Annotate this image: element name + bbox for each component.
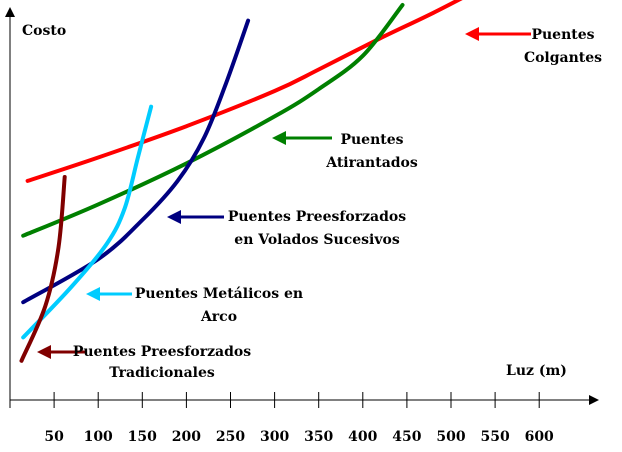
series-label-line: Colgantes xyxy=(524,50,602,66)
callout-metalicos-arco: Puentes Metálicos en Arco xyxy=(86,286,303,325)
series-label-line: Puentes xyxy=(340,132,403,148)
axes xyxy=(4,7,599,408)
callout-group: PuentesColgantesPuentesAtirantadosPuente… xyxy=(37,27,602,381)
callout-colgantes: Puentes Colgantes xyxy=(465,27,602,66)
series-line-metalicos-arco xyxy=(21,104,154,340)
x-tick-labels: 50 100 150 200 250 300 350 400 450 500 550 600 xyxy=(44,429,554,445)
callout-arrow-head xyxy=(86,287,100,301)
series-line-atirantados xyxy=(21,3,405,238)
y-axis-label: Costo xyxy=(22,23,66,39)
x-tick-label: 500 xyxy=(436,429,465,445)
series-label-line: Puentes Preesforzados xyxy=(228,209,406,225)
callout-arrow-head xyxy=(272,131,286,145)
series-label-line: Puentes Preesforzados xyxy=(73,344,251,360)
series-line-colgantes xyxy=(25,0,463,183)
series-label-line: Arco xyxy=(200,309,237,325)
series-label-line: Puentes Metálicos en xyxy=(135,286,303,302)
series-label-line: Atirantados xyxy=(325,155,418,171)
series-group xyxy=(19,0,463,363)
callout-arrow-head xyxy=(167,210,181,224)
series-label-line: en Volados Sucesivos xyxy=(234,232,400,248)
x-tick-label: 300 xyxy=(260,429,289,445)
x-tick-label: 550 xyxy=(480,429,509,445)
x-tick-label: 250 xyxy=(216,429,245,445)
x-tick-label: 600 xyxy=(525,429,554,445)
series-label-line: Puentes xyxy=(531,27,594,43)
x-tick-label: 350 xyxy=(304,429,333,445)
callout-arrow-head xyxy=(37,345,51,359)
callout-arrow-head xyxy=(465,27,479,41)
x-tick-label: 200 xyxy=(172,429,201,445)
x-axis-label: Luz (m) xyxy=(506,363,567,379)
x-tick-label: 100 xyxy=(84,429,113,445)
series-label-line: Tradicionales xyxy=(109,365,215,381)
callout-volados-sucesivos: Puentes Preesforzados en Volados Sucesivo… xyxy=(167,209,406,248)
x-tick-label: 400 xyxy=(348,429,377,445)
callout-atirantados: Puentes Atirantados xyxy=(272,131,418,171)
x-tick-label: 150 xyxy=(128,429,157,445)
callout-preesforzados-tradicionales: Puentes Preesforzados Tradicionales xyxy=(37,344,251,381)
x-tick-label: 50 xyxy=(44,429,64,445)
series-line-preesforzados-tradicionales xyxy=(19,175,67,363)
x-tick-label: 450 xyxy=(392,429,421,445)
